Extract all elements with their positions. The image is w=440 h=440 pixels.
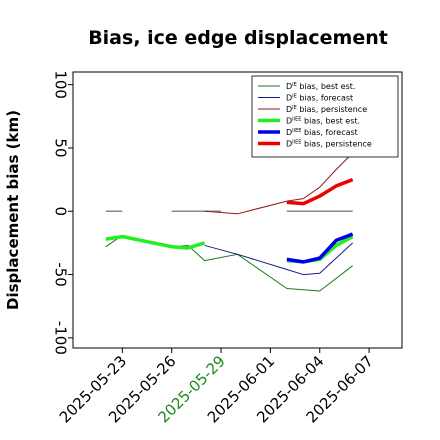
legend-label-part: D [286,105,292,114]
chart-title: Bias, ice edge displacement [88,27,388,49]
legend-label-part: IE [292,94,297,100]
legend-label-part: bias, best est. [301,117,360,126]
legend-label-part: bias, persistence [301,140,371,149]
legend-label: DIE bias, forecast [286,94,353,103]
legend-label-part: bias, forecast [301,128,357,137]
legend-label-part: bias, best est. [297,82,356,91]
legend-label-part: D [286,140,292,149]
series-line [204,242,353,276]
y-axis-label: Displacement bias (km) [4,110,22,310]
plot-frame [72,71,403,349]
y-tick-label: 0 [52,206,70,216]
y-tick-label: 50 [52,138,70,157]
y-tick-label: -50 [52,262,70,287]
y-tick-label: 100 [52,70,70,99]
legend-label-part: bias, persistence [297,105,367,114]
legend-label-part: IE [292,105,297,111]
series-line [286,177,354,206]
legend-label: DIE bias, best est. [286,82,355,91]
legend-label-part: D [286,94,292,103]
y-tick-label: -100 [52,321,70,355]
legend-label-part: bias, forecast [297,94,353,103]
series-line [204,152,354,215]
legend-label-part: IIEE [292,128,301,134]
legend-label-part: D [286,117,292,126]
legend-label-part: IIEE [292,117,301,123]
series-line [286,232,354,264]
legend-label: DIIEE bias, persistence [286,140,372,149]
legend-label: DIE bias, persistence [286,105,367,114]
legend-label: DIIEE bias, best est. [286,117,360,126]
legend-label-part: D [286,128,292,137]
legend-label-part: IIEE [292,140,301,146]
legend-label-part: D [286,82,292,91]
series-line [105,234,353,292]
legend-label-part: IE [292,82,297,88]
legend-label: DIIEE bias, forecast [286,128,358,137]
